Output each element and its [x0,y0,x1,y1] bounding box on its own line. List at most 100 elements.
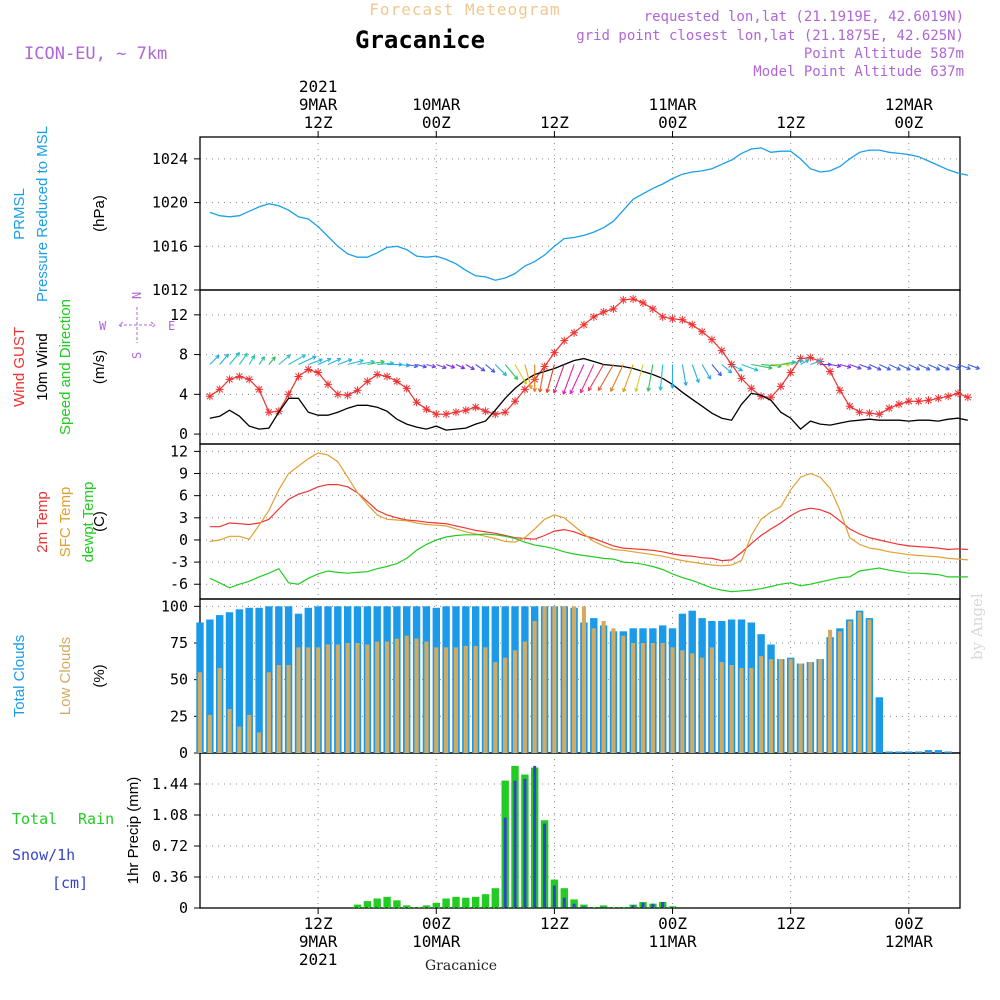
ylabel-2m-temp: 2m Temp [34,491,51,552]
sfc-temp-line [209,452,968,567]
ylabel-dewpt-temp: dewpt Temp [80,482,97,563]
ylabel-rain: Rain [78,810,114,828]
gust-marker [688,320,697,329]
panel-1: 1012 1016 1020 1024 (hPa) [91,136,961,299]
y-tick-label: 1020 [152,194,188,212]
wind-arrow [219,353,230,365]
bottom-time-label: 12Z [304,914,333,933]
y-tick-label: -3 [170,553,188,571]
top-time-label: 00Z [894,113,923,132]
gust-marker [826,367,835,376]
gust-marker [383,372,392,381]
y-tick-label: 4 [179,385,188,403]
snow-bar [572,903,576,908]
gust-marker [786,368,795,377]
gust-marker [501,408,510,417]
wind-arrow [288,354,306,365]
gust-marker [668,314,677,323]
low-cloud-bar [778,659,783,753]
low-cloud-bar [808,662,813,753]
gust-marker [343,391,352,400]
low-cloud-bar [788,659,793,753]
gust-marker [255,385,264,394]
low-cloud-bar [660,643,665,753]
y-tick-label: 12 [170,306,188,324]
y-tick-label: 100 [161,597,188,615]
wind-arrow [670,364,675,389]
low-cloud-bar [522,641,527,753]
ylabel-prmsl: PRMSL [11,188,28,240]
bottom-time-label: 9MAR [299,932,338,951]
wind-arrow [597,364,614,392]
rain-bar [491,888,499,908]
wind-arrow [308,358,323,366]
low-cloud-bar [601,621,606,753]
gust-marker [619,295,628,304]
gust-marker [776,382,785,391]
gust-marker [550,348,559,357]
gust-marker [579,320,588,329]
top-time-label: 00Z [658,113,687,132]
total-cloud-bar [245,607,253,753]
wind-arrow [810,359,823,366]
wind-arrow [859,363,872,370]
wind-arrow [849,363,862,370]
wind-arrow [888,364,901,371]
gust-marker [333,390,342,399]
dewpt-line [209,533,968,593]
wind-arrow [634,364,644,393]
unit-label: (hPa) [91,195,108,232]
gust-line [209,298,969,415]
wind-arrow [514,364,527,385]
wind-arrow [436,363,447,370]
low-cloud-bar [837,631,842,753]
gust-marker [235,372,244,381]
gust-marker [629,294,638,303]
low-cloud-bar [483,647,488,753]
gust-marker [639,298,648,307]
top-time-label: 11MAR [648,95,697,114]
wind-arrow [731,364,743,372]
low-cloud-bar [316,647,321,753]
y-tick-label: 1012 [152,281,188,299]
total-cloud-bar [206,619,214,753]
gust-marker [963,393,972,402]
gust-marker [894,400,903,409]
y-tick-label: 1016 [152,237,188,255]
bottom-time-label: 12Z [776,914,805,933]
gust-marker [294,372,303,381]
total-cloud-bar [944,751,952,753]
low-cloud-bar [581,606,586,753]
gust-marker [658,312,667,321]
ylabel-gust: Wind GUST [11,327,28,407]
low-cloud-bar [709,647,714,753]
ylabel-low-clouds: Low Clouds [57,637,74,715]
low-cloud-bar [562,606,567,753]
wind-arrow [691,364,700,384]
wind-arrow [610,364,624,392]
y-tick-label: 6 [179,487,188,505]
low-cloud-bar [700,657,705,753]
bottom-place-name: Gracanice [425,958,498,974]
wind-arrow [938,364,950,371]
place-name: Gracanice [355,26,486,54]
wind-arrow [406,363,419,369]
gust-marker [363,377,372,386]
wind-arrow [317,357,332,365]
low-cloud-bar [355,643,360,753]
top-time-label: 9MAR [299,95,338,114]
top-time-label: 12MAR [885,95,934,114]
low-cloud-bar [493,662,498,753]
low-cloud-bar [513,650,518,753]
y-tick-label: 12 [170,442,188,460]
wind-arrow [545,364,555,393]
gust-marker [609,304,618,313]
low-cloud-bar [345,643,350,753]
wind-arrow [504,364,519,381]
wind-arrow [957,363,971,371]
ylabel-speed-dir: Speed and Direction [57,299,74,435]
gust-marker [432,410,441,419]
wind-arrow [587,364,605,392]
y-tick-label: -6 [170,575,188,593]
y-tick-label: 1.08 [152,806,188,824]
